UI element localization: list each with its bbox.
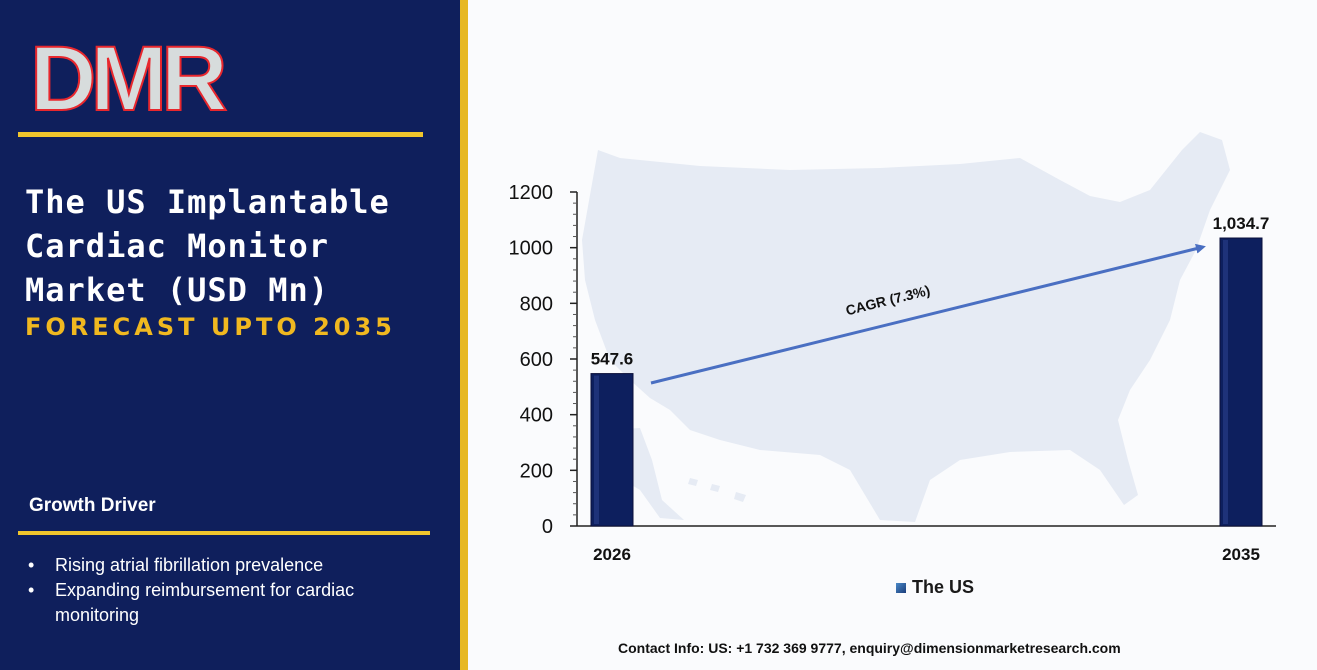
y-tick-label: 1200	[509, 182, 554, 204]
bar-highlight	[594, 375, 599, 524]
hawaii-map-icon	[688, 478, 746, 502]
x-tick-label: 2035	[1222, 545, 1260, 564]
growth-driver-list: Rising atrial fibrillation prevalence Ex…	[28, 553, 428, 628]
growth-driver-divider	[18, 531, 430, 535]
list-item: Expanding reimbursement for cardiac moni…	[28, 578, 428, 628]
y-tick-label: 200	[520, 460, 553, 482]
page-title: The US Implantable Cardiac Monitor Marke…	[25, 183, 390, 309]
legend-marker	[896, 583, 906, 593]
data-label: 1,034.7	[1213, 214, 1270, 233]
growth-driver-heading: Growth Driver	[29, 495, 156, 516]
dmr-logo: DMR	[30, 38, 233, 118]
logo-text: DMR	[30, 38, 226, 118]
contact-info: Contact Info: US: +1 732 369 9777, enqui…	[618, 640, 1121, 656]
logo-underline	[18, 132, 423, 137]
y-tick-label: 0	[542, 516, 553, 538]
list-item: Rising atrial fibrillation prevalence	[28, 553, 428, 578]
gold-divider	[460, 0, 468, 670]
cagr-arrow	[650, 243, 1206, 385]
x-tick-label: 2026	[593, 545, 631, 564]
y-tick-label: 400	[520, 405, 553, 427]
left-panel: DMR The US Implantable Cardiac Monitor M…	[0, 0, 460, 670]
us-map-icon	[582, 132, 1230, 522]
page-subtitle: FORECAST UPTO 2035	[25, 313, 396, 341]
legend-label: The US	[912, 577, 975, 597]
data-label: 547.6	[591, 350, 634, 369]
y-tick-label: 1000	[509, 238, 554, 260]
y-tick-label: 800	[520, 293, 553, 315]
bar-highlight	[1223, 240, 1228, 525]
y-tick-label: 600	[520, 349, 553, 371]
